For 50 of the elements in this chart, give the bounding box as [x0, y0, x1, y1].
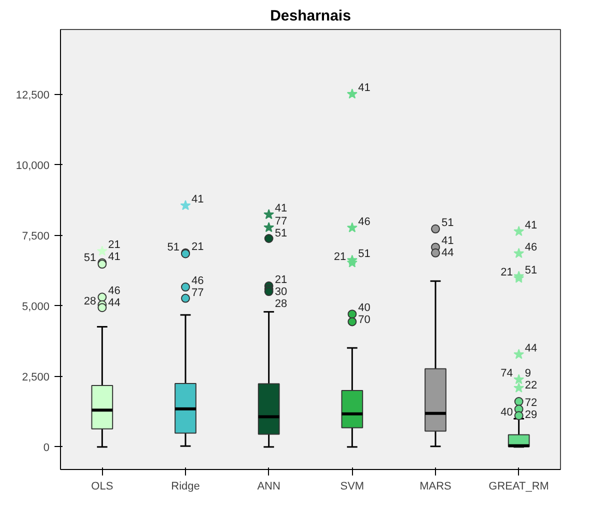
annotation: 41 — [358, 82, 370, 94]
annotation: 41 — [524, 219, 538, 232]
annotation: 72 — [524, 397, 538, 410]
y-tick-label: 10,000 — [16, 160, 50, 172]
annotation: 21 — [334, 250, 346, 263]
annotation: 44 — [108, 297, 120, 310]
annotation: 21 — [108, 239, 120, 252]
annotation: 77 — [274, 216, 288, 228]
annotation: 51 — [358, 248, 370, 260]
annotation: 28 — [84, 296, 96, 308]
annotation: 40 — [358, 302, 370, 314]
annotation: 41 — [442, 235, 454, 248]
y-tick-label: 5,000 — [22, 300, 50, 313]
x-tick-label: SVM — [340, 480, 364, 492]
annotation: 44 — [524, 342, 538, 354]
chart-title: Desharnais — [270, 8, 351, 24]
annotation: 51 — [84, 252, 96, 264]
annotation: 41 — [108, 251, 120, 264]
annotation: 40 — [500, 406, 513, 419]
annotation: 77 — [192, 287, 204, 300]
y-tick-label: 7,500 — [22, 230, 50, 242]
annotation: 46 — [524, 241, 538, 254]
annotation: 46 — [358, 216, 370, 228]
x-tick-label: ANN — [257, 480, 280, 492]
annotation: 44 — [442, 247, 454, 260]
annotation: 22 — [524, 380, 538, 392]
annotation: 21 — [274, 274, 288, 286]
annotation: 51 — [167, 242, 180, 254]
annotation: 9 — [524, 368, 531, 380]
x-tick-label: Ridge — [171, 480, 200, 492]
annotation: 46 — [192, 275, 204, 288]
annotation: 51 — [524, 264, 538, 276]
annotation: 21 — [192, 240, 204, 253]
x-tick-label: GREAT_RM — [488, 480, 549, 492]
y-tick-label: 0 — [43, 442, 50, 454]
annotation: 51 — [442, 216, 454, 229]
annotation: 41 — [274, 202, 288, 215]
annotation: 41 — [192, 194, 204, 206]
annotation: 28 — [274, 298, 288, 310]
annotation: 30 — [274, 286, 288, 298]
y-tick-label: 2,500 — [22, 371, 50, 384]
annotation: 29 — [524, 409, 538, 422]
annotation: 21 — [500, 266, 513, 278]
annotation: 46 — [108, 285, 120, 298]
annotation: 51 — [274, 228, 288, 240]
x-tick-label: OLS — [91, 480, 114, 492]
x-tick-label: MARS — [420, 480, 452, 492]
annotation: 70 — [358, 314, 370, 326]
annotation: 74 — [500, 368, 513, 380]
y-tick-label: 12,500 — [16, 89, 50, 102]
